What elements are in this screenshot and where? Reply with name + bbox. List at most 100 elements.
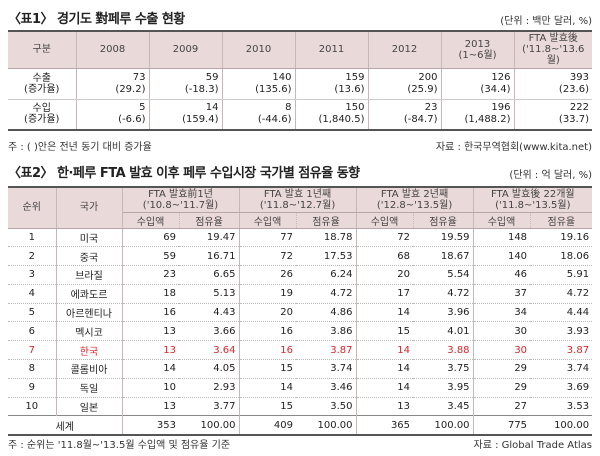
table2-share-value: 4.72 (413, 284, 474, 304)
table1-rate: (-84.7) (403, 114, 438, 126)
table2-share-value: 3.64 (179, 340, 240, 361)
table2-header-period-1: FTA 발효前1년 ('10.8~'11.7월) (122, 187, 240, 213)
table2-country: 독일 (56, 378, 123, 398)
table1-title: 〈표1〉 경기도 對페루 수출 현황 (8, 12, 185, 27)
table2-import-value: 72 (356, 228, 414, 248)
table2-import-value: 148 (473, 228, 531, 248)
table2-row: 9 독일 10 2.93 14 3.46 14 3.95 29 3.69 (8, 378, 593, 398)
table1-rate: (33.7) (558, 114, 589, 126)
table2-share-value: 3.93 (530, 321, 593, 342)
table1-row-label: 수출 (증가율) (8, 68, 77, 100)
table2-sub-share: 점유율 (296, 212, 357, 229)
table1-value: 140 (272, 71, 292, 83)
table2-share-value: 19.59 (413, 228, 474, 248)
table2-sub-share: 점유율 (179, 212, 240, 229)
table2-import-value: 26 (239, 265, 297, 285)
table2-country: 중국 (56, 246, 123, 267)
table1: 구분 2008 2009 2010 2011 2012 2013 (1~6월) … (8, 30, 592, 131)
table2-share-value: 6.65 (179, 265, 240, 285)
table1-row: 수출 (증가율) 73 (29.2) 59 (-18.3) 140 (135.6) 159 (1… (8, 68, 592, 100)
table2-import-value: 19 (239, 284, 297, 304)
table1-value: 5 (139, 102, 146, 114)
table2-share-value: 4.72 (296, 284, 357, 304)
table2-import-value: 17 (356, 284, 414, 304)
table2-row: 8 콜롬비아 14 4.05 15 3.74 14 3.75 29 3.74 (8, 359, 593, 379)
table1-cell: 196 (1,488.2) (441, 99, 515, 131)
table2-world-import: 775 (473, 415, 531, 435)
table2-share-value: 5.54 (413, 265, 474, 285)
table2-row: 4 에콰도르 18 5.13 19 4.72 17 4.72 37 4.72 (8, 284, 593, 304)
table2-rank: 6 (8, 321, 57, 342)
table1-cell: 159 (13.6) (295, 68, 369, 100)
table1-header-2013: 2013 (1~6월) (441, 31, 515, 69)
table2-share-value: 3.74 (530, 359, 593, 379)
table2-import-value: 15 (356, 321, 414, 342)
table1-cell: 5 (-6.6) (76, 99, 150, 131)
table2-import-value: 77 (239, 228, 297, 248)
table2-share-value: 4.43 (179, 303, 240, 323)
table2-import-value: 14 (356, 340, 414, 361)
table2-unit: (단위 : 억 달러, %) (509, 170, 592, 181)
table2-import-value: 16 (239, 340, 297, 361)
table2-share-value: 5.13 (179, 284, 240, 304)
table2-share-value: 3.87 (296, 340, 357, 361)
table2-row: 5 아르헨티나 16 4.43 20 4.86 14 3.96 34 4.44 (8, 303, 593, 323)
table2-share-value: 3.96 (413, 303, 474, 323)
table2-import-value: 46 (473, 265, 531, 285)
table1-cell: 59 (-18.3) (149, 68, 223, 100)
table1-rate: (1,488.2) (464, 114, 511, 126)
table2-world-share: 100.00 (530, 415, 593, 435)
table2-share-value: 4.44 (530, 303, 593, 323)
table2-import-value: 27 (473, 397, 531, 417)
table1-rate: (34.4) (480, 83, 511, 95)
table2-import-value: 20 (356, 265, 414, 285)
table2-import-value: 69 (122, 228, 179, 248)
table1-cell: 14 (159.4) (149, 99, 223, 131)
table2-import-value: 23 (122, 265, 179, 285)
table1-unit: (단위 : 백만 달러, %) (500, 16, 592, 27)
table1-header-2010: 2010 (222, 31, 296, 69)
table1-value: 126 (491, 71, 511, 83)
table2-share-value: 3.95 (413, 378, 474, 398)
table1-rate: (-18.3) (184, 83, 219, 95)
table2-country: 브라질 (56, 265, 123, 285)
table2-import-value: 13 (122, 340, 179, 361)
table2-rank: 1 (8, 228, 57, 248)
table1-cell: 140 (135.6) (222, 68, 296, 100)
table2-world-import: 409 (239, 415, 297, 435)
table2-import-value: 72 (239, 246, 297, 267)
table1-value: 196 (491, 102, 511, 114)
table2-rank: 7 (8, 340, 57, 361)
table2-share-value: 3.66 (179, 321, 240, 342)
table1-row-label: 수입 (증가율) (8, 99, 77, 131)
table1-value: 393 (569, 71, 589, 83)
table1-rate: (135.6) (255, 83, 292, 95)
table1-row: 수입 (증가율) 5 (-6.6) 14 (159.4) 8 (-44.6) 150 (1,84… (8, 99, 592, 131)
table2-rank: 5 (8, 303, 57, 323)
table1-value: 159 (345, 71, 365, 83)
table2-import-value: 15 (239, 359, 297, 379)
table1-header-2008: 2008 (76, 31, 150, 69)
table2-import-value: 16 (122, 303, 179, 323)
table1-rate: (23.6) (558, 83, 589, 95)
table1-value: 150 (345, 102, 365, 114)
table2-share-value: 18.06 (530, 246, 593, 267)
table2-import-value: 18 (122, 284, 179, 304)
table2-country: 아르헨티나 (56, 303, 123, 323)
table2-world-label: 세계 (8, 415, 123, 435)
table2-import-value: 14 (356, 378, 414, 398)
table2-share-value: 3.87 (530, 340, 593, 361)
table2-share-value: 17.53 (296, 246, 357, 267)
table2-header-country: 국가 (56, 187, 123, 229)
table1-value: 23 (424, 102, 438, 114)
table1-header-2009: 2009 (149, 31, 223, 69)
table2-world-import: 353 (122, 415, 179, 435)
table1-source: 자료 : 한국무역협회(www.kita.net) (435, 142, 592, 153)
table2-import-value: 14 (122, 359, 179, 379)
table2-import-value: 29 (473, 378, 531, 398)
table2-sub-import: 수입액 (239, 212, 297, 229)
table2-world-row: 세계 353 100.00 409 100.00 365 100.00 775 100.00 (8, 415, 593, 435)
table2-row: 2 중국 59 16.71 72 17.53 68 18.67 140 18.06 (8, 246, 593, 267)
table2-world-share: 100.00 (179, 415, 240, 435)
table2-country: 일본 (56, 397, 123, 417)
